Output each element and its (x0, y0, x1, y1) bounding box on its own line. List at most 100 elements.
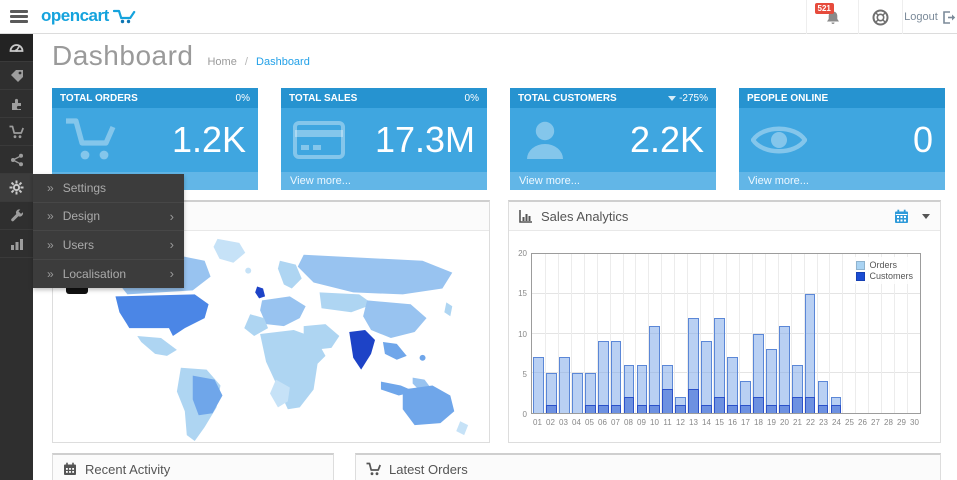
gridline (894, 254, 896, 413)
x-tick-label: 11 (663, 418, 672, 427)
opencart-logo[interactable]: opencart (41, 6, 137, 26)
view-more-link[interactable]: View more... (739, 172, 945, 190)
x-tick-label: 22 (806, 418, 815, 427)
bar-customers-12 (675, 405, 687, 413)
bar-chart-icon (519, 210, 532, 223)
x-tick-label: 16 (728, 418, 737, 427)
double-chevron-icon: » (47, 180, 54, 195)
x-tick-label: 03 (559, 418, 568, 427)
tile-delta: -275% (668, 93, 708, 104)
bar-customers-16 (727, 405, 738, 413)
submenu-item-users[interactable]: » Users › (33, 231, 184, 260)
date-range-dropdown[interactable] (894, 209, 930, 224)
sidebar-item-sales[interactable] (0, 118, 33, 146)
bar-orders-23 (817, 381, 829, 413)
bar-chart-icon (10, 238, 23, 250)
recent-activity-title: Recent Activity (85, 461, 171, 477)
gridline (751, 254, 753, 413)
sidebar-item-reports[interactable] (0, 230, 33, 258)
tile-header: TOTAL CUSTOMERS -275% (510, 88, 716, 108)
dashboard-gauge-icon (9, 44, 24, 52)
x-tick-label: 27 (871, 418, 880, 427)
sidebar-item-catalog[interactable] (0, 62, 33, 90)
view-more-link[interactable]: View more... (510, 172, 716, 190)
breadcrumb-separator: / (244, 56, 248, 68)
chevron-right-icon: › (169, 237, 174, 253)
x-tick-label: 29 (897, 418, 906, 427)
x-tick-label: 09 (637, 418, 646, 427)
map-zoom-button[interactable] (66, 284, 88, 294)
gridline (687, 254, 689, 413)
bar-orders-18 (752, 333, 764, 413)
tile-label: TOTAL SALES (289, 92, 358, 104)
x-tick-label: 15 (715, 418, 724, 427)
bar-orders-03 (558, 357, 570, 413)
x-tick-label: 23 (819, 418, 828, 427)
sidebar-item-system[interactable] (0, 174, 33, 202)
gridline (622, 254, 624, 413)
logout-label: Logout (904, 11, 938, 23)
chart-x-axis-labels: 01 02 03 04 05 06 07 08 09 10 11 12 13 14 15 16 17 18 19 20… (531, 418, 921, 427)
tile-people-online: PEOPLE ONLINE 0 View more... (739, 88, 945, 190)
gridline (570, 254, 572, 413)
x-tick-label: 02 (546, 418, 555, 427)
tile-header: TOTAL ORDERS 0% (52, 88, 258, 108)
tile-label: PEOPLE ONLINE (747, 92, 829, 104)
latest-orders-panel: Latest Orders (355, 453, 941, 480)
tile-body: 0 (739, 108, 945, 172)
submenu-item-design[interactable]: » Design › (33, 203, 184, 231)
x-tick-label: 12 (676, 418, 685, 427)
submenu-item-settings[interactable]: » Settings (33, 174, 184, 203)
gridline (829, 254, 831, 413)
legend-label: Orders (869, 260, 897, 270)
logout-button[interactable]: Logout (902, 0, 957, 34)
recent-activity-header: Recent Activity (53, 455, 333, 480)
double-chevron-icon: » (47, 209, 54, 224)
view-more-link[interactable]: View more... (281, 172, 487, 190)
x-tick-label: 25 (845, 418, 854, 427)
sidebar-item-tools[interactable] (0, 202, 33, 230)
bar-customers-11 (662, 389, 674, 413)
x-tick-label: 13 (689, 418, 698, 427)
submenu-label: Users (62, 237, 95, 252)
double-chevron-icon: » (47, 237, 54, 252)
menu-toggle-icon[interactable] (8, 8, 30, 26)
logo-cart-icon (112, 9, 136, 24)
shopping-cart-icon (66, 118, 116, 160)
sidebar-item-extensions[interactable] (0, 90, 33, 118)
bar-orders-09 (636, 365, 648, 413)
x-tick-label: 14 (702, 418, 711, 427)
gridline (674, 254, 676, 413)
chart-panel-header: Sales Analytics (509, 202, 940, 231)
x-tick-label: 26 (858, 418, 867, 427)
y-tick-label: 5 (522, 369, 527, 379)
breadcrumb: Home / Dashboard (207, 56, 309, 68)
gridline (816, 254, 818, 413)
cart-icon (366, 462, 381, 476)
tile-header: PEOPLE ONLINE (739, 88, 945, 108)
bar-customers-15 (714, 397, 725, 413)
submenu-item-localisation[interactable]: » Localisation › (33, 260, 184, 289)
world-map-svg (81, 238, 469, 442)
breadcrumb-current-link[interactable]: Dashboard (256, 56, 310, 68)
gridline (726, 254, 727, 413)
legend-label: Customers (869, 271, 913, 281)
bar-orders-07 (610, 341, 622, 413)
bar-orders-22 (804, 293, 816, 413)
bar-customers-13 (688, 389, 700, 413)
chart-plot-area: Orders Customers (531, 253, 921, 414)
bar-customers-06 (597, 405, 609, 413)
chevron-right-icon: › (169, 266, 174, 282)
breadcrumb-home-link[interactable]: Home (207, 56, 237, 68)
tile-label: TOTAL CUSTOMERS (518, 92, 617, 104)
bar-customers-19 (765, 405, 777, 413)
bar-customers-20 (778, 405, 790, 413)
page-title: Dashboard (52, 40, 194, 71)
sidebar-item-dashboard[interactable] (0, 34, 33, 62)
alerts-button[interactable]: 521 (806, 0, 858, 34)
tile-value: 0 (912, 119, 933, 160)
bar-customers-02 (545, 405, 557, 413)
sidebar-item-marketing[interactable] (0, 146, 33, 174)
support-button[interactable] (858, 0, 902, 34)
x-tick-label: 24 (832, 418, 841, 427)
